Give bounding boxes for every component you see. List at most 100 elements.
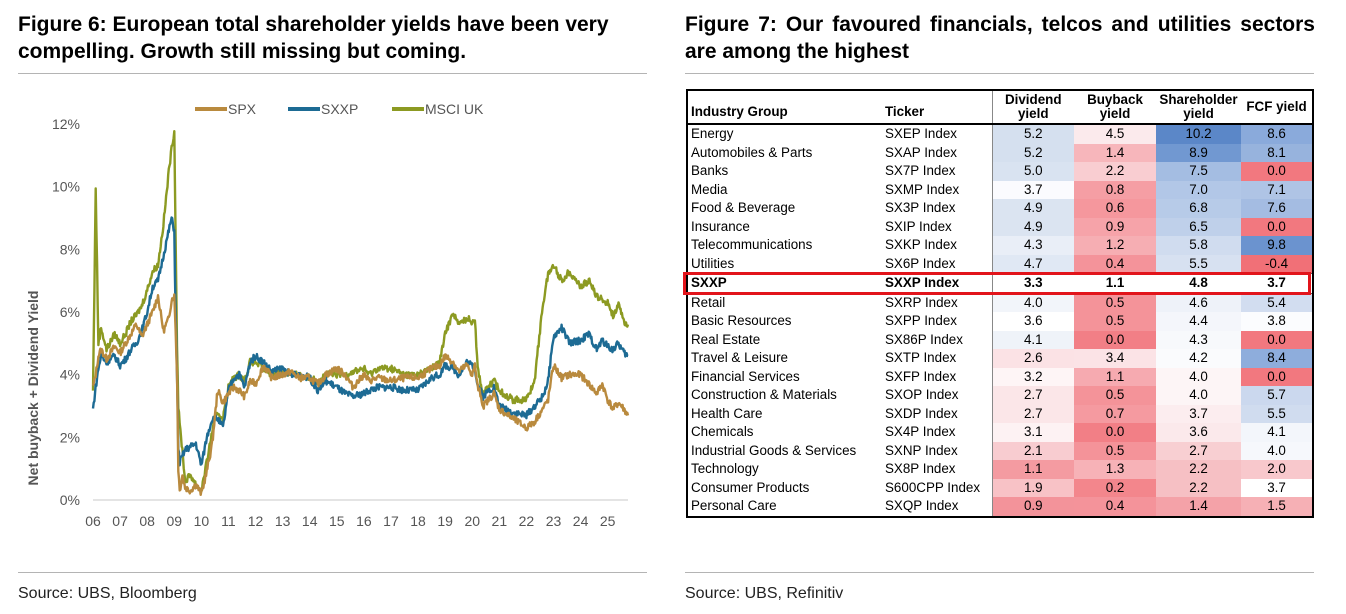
cell-ticker: SX4P Index xyxy=(885,424,956,439)
cell-industry-group: Food & Beverage xyxy=(691,200,796,215)
cell-industry-group: Retail xyxy=(691,294,726,310)
cell-buyback-yield: 0.0 xyxy=(1074,423,1156,442)
cell-buyback-yield: 0.2 xyxy=(1074,478,1156,497)
chart-legend: SPX SXXP MSCI UK xyxy=(195,101,484,117)
cell-shareholder-yield: 2.2 xyxy=(1156,460,1241,479)
cell-industry-group: Media xyxy=(691,181,728,197)
cell-industry-group: Health Care xyxy=(691,405,763,421)
cell-fcf-yield: 9.8 xyxy=(1241,236,1313,255)
figure7-bottom-rule xyxy=(685,572,1314,573)
x-axis: 06 07 08 09 10 11 12 13 14 15 16 17 18 19 20 21 22 23 24 25 xyxy=(85,499,628,529)
cell-fcf-yield: 1.5 xyxy=(1241,497,1313,517)
cell-dividend-yield: 4.1 xyxy=(991,330,1074,349)
cell-shareholder-yield: 4.0 xyxy=(1156,367,1241,386)
cell-dividend-yield: 4.9 xyxy=(991,199,1074,218)
cell-ticker: SXNP Index xyxy=(885,442,958,458)
x-tick-label: 11 xyxy=(221,513,236,529)
cell-dividend-yield: 5.2 xyxy=(991,143,1074,162)
cell-ticker: SXPP Index xyxy=(885,313,957,328)
cell-buyback-yield: 1.3 xyxy=(1074,460,1156,479)
cell-shareholder-yield: 3.6 xyxy=(1156,423,1241,442)
cell-ticker: SX3P Index xyxy=(885,200,956,215)
cell-shareholder-yield: 2.2 xyxy=(1156,478,1241,497)
x-tick-label: 06 xyxy=(85,513,101,529)
table-row: Construction & Materials SXOP Index 2.7 0.5… xyxy=(687,386,1313,405)
cell-dividend-yield: 3.1 xyxy=(991,423,1074,442)
figure7-title: Figure 7: Our favoured financials, telco… xyxy=(685,13,1315,63)
header-buyback-yield: Buyback yield xyxy=(1074,90,1156,125)
cell-fcf-yield: 3.8 xyxy=(1241,312,1313,331)
cell-ticker: SX86P Index xyxy=(885,331,963,347)
header-industry-group: Industry Group xyxy=(687,90,882,125)
cell-dividend-yield: 3.7 xyxy=(991,180,1074,199)
cell-buyback-yield: 4.5 xyxy=(1074,124,1156,144)
cell-fcf-yield: 3.7 xyxy=(1241,273,1313,294)
cell-dividend-yield: 2.7 xyxy=(991,404,1074,423)
cell-shareholder-yield: 4.4 xyxy=(1156,312,1241,331)
cell-industry-group: Energy xyxy=(691,126,734,141)
legend-label: SXXP xyxy=(321,101,358,117)
cell-ticker: SXRP Index xyxy=(885,294,958,310)
cell-industry-group: Banks xyxy=(691,163,729,178)
table-row: Financial Services SXFP Index 3.2 1.1 4.0 0.0 xyxy=(687,367,1313,386)
cell-shareholder-yield: 4.3 xyxy=(1156,330,1241,349)
cell-buyback-yield: 0.5 xyxy=(1074,441,1156,460)
cell-ticker: SXMP Index xyxy=(885,181,960,197)
figure7-source: Source: UBS, Refinitiv xyxy=(685,585,844,602)
cell-industry-group: Travel & Leisure xyxy=(691,350,788,365)
cell-shareholder-yield: 4.2 xyxy=(1156,349,1241,368)
cell-fcf-yield: 7.6 xyxy=(1241,199,1313,218)
cell-fcf-yield: 8.1 xyxy=(1241,143,1313,162)
cell-industry-group: Basic Resources xyxy=(691,313,792,328)
cell-ticker: SX7P Index xyxy=(885,163,956,178)
cell-ticker: SXQP Index xyxy=(885,498,959,513)
cell-industry-group: Automobiles & Parts xyxy=(691,144,813,160)
cell-buyback-yield: 0.4 xyxy=(1074,497,1156,517)
cell-dividend-yield: 4.0 xyxy=(991,293,1074,312)
cell-industry-group: Consumer Products xyxy=(691,479,810,495)
table-row: Energy SXEP Index 5.2 4.5 10.2 8.6 xyxy=(687,124,1313,144)
x-tick-label: 25 xyxy=(600,513,616,529)
table-row: Industrial Goods & Services SXNP Index 2.1… xyxy=(687,441,1313,460)
cell-shareholder-yield: 7.0 xyxy=(1156,180,1241,199)
figure6-title: Figure 6: European total shareholder yie… xyxy=(18,13,609,63)
cell-dividend-yield: 2.7 xyxy=(991,386,1074,405)
table-row: Chemicals SX4P Index 3.1 0.0 3.6 4.1 xyxy=(687,423,1313,442)
header-ticker: Ticker xyxy=(882,90,992,125)
table-row: Utilities SX6P Index 4.7 0.4 5.5 -0.4 xyxy=(687,254,1313,274)
x-tick-label: 14 xyxy=(302,513,318,529)
cell-buyback-yield: 0.0 xyxy=(1074,330,1156,349)
cell-ticker: SXXP Index xyxy=(882,273,992,294)
x-tick-label: 10 xyxy=(194,513,210,529)
cell-buyback-yield: 0.5 xyxy=(1074,386,1156,405)
cell-fcf-yield: 4.0 xyxy=(1241,441,1313,460)
cell-shareholder-yield: 5.5 xyxy=(1156,254,1241,274)
cell-shareholder-yield: 1.4 xyxy=(1156,497,1241,517)
table-row-highlight: SXXP SXXP Index 3.3 1.1 4.8 3.7 xyxy=(687,273,1313,294)
cell-shareholder-yield: 2.7 xyxy=(1156,441,1241,460)
table-row: Banks SX7P Index 5.0 2.2 7.5 0.0 xyxy=(687,162,1313,181)
cell-fcf-yield: 3.7 xyxy=(1241,478,1313,497)
cell-dividend-yield: 4.9 xyxy=(991,217,1074,236)
cell-shareholder-yield: 7.5 xyxy=(1156,162,1241,181)
cell-buyback-yield: 0.9 xyxy=(1074,217,1156,236)
cell-shareholder-yield: 6.5 xyxy=(1156,217,1241,236)
figure6-line-chart: SPX SXXP MSCI UK 0% 2% 4% 6% 8% 10% 12% 06 07 08 09… xyxy=(25,101,630,529)
cell-industry-group: Insurance xyxy=(691,218,750,234)
y-tick-label: 4% xyxy=(60,367,80,383)
x-tick-label: 13 xyxy=(275,513,291,529)
cell-shareholder-yield: 4.6 xyxy=(1156,293,1241,312)
cell-industry-group: Technology xyxy=(691,461,759,476)
cell-fcf-yield: 8.4 xyxy=(1241,349,1313,368)
cell-ticker: S600CPP Index xyxy=(885,479,981,495)
cell-shareholder-yield: 5.8 xyxy=(1156,236,1241,255)
cell-ticker: SXEP Index xyxy=(885,126,957,141)
table-body: Energy SXEP Index 5.2 4.5 10.2 8.6 Automobiles… xyxy=(687,124,1313,517)
cell-dividend-yield: 3.6 xyxy=(991,312,1074,331)
series-line-sxxp xyxy=(91,216,629,467)
cell-shareholder-yield: 8.9 xyxy=(1156,143,1241,162)
table-row: Insurance SXIP Index 4.9 0.9 6.5 0.0 xyxy=(687,217,1313,236)
table-row: Basic Resources SXPP Index 3.6 0.5 4.4 3.8 xyxy=(687,312,1313,331)
cell-shareholder-yield: 3.7 xyxy=(1156,404,1241,423)
cell-dividend-yield: 5.0 xyxy=(991,162,1074,181)
